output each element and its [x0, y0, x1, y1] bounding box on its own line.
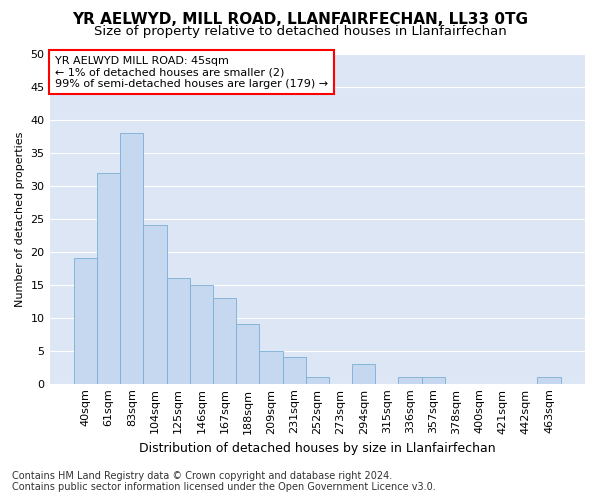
- Text: Contains HM Land Registry data © Crown copyright and database right 2024.
Contai: Contains HM Land Registry data © Crown c…: [12, 471, 436, 492]
- X-axis label: Distribution of detached houses by size in Llanfairfechan: Distribution of detached houses by size …: [139, 442, 496, 455]
- Bar: [190, 285, 213, 384]
- Bar: [259, 350, 283, 384]
- Bar: [352, 364, 375, 384]
- Bar: [213, 298, 236, 384]
- Y-axis label: Number of detached properties: Number of detached properties: [15, 131, 25, 306]
- Bar: [236, 324, 259, 384]
- Text: YR AELWYD, MILL ROAD, LLANFAIRFECHAN, LL33 0TG: YR AELWYD, MILL ROAD, LLANFAIRFECHAN, LL…: [72, 12, 528, 28]
- Bar: [538, 377, 560, 384]
- Bar: [74, 258, 97, 384]
- Bar: [97, 172, 120, 384]
- Bar: [120, 133, 143, 384]
- Bar: [167, 278, 190, 384]
- Bar: [305, 377, 329, 384]
- Bar: [143, 226, 167, 384]
- Bar: [283, 358, 305, 384]
- Text: YR AELWYD MILL ROAD: 45sqm
← 1% of detached houses are smaller (2)
99% of semi-d: YR AELWYD MILL ROAD: 45sqm ← 1% of detac…: [55, 56, 328, 89]
- Bar: [398, 377, 422, 384]
- Text: Size of property relative to detached houses in Llanfairfechan: Size of property relative to detached ho…: [94, 25, 506, 38]
- Bar: [422, 377, 445, 384]
